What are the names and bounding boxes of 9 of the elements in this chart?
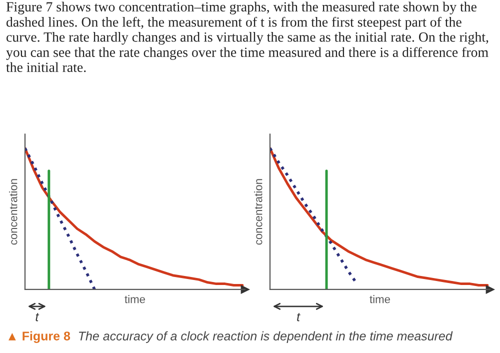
- x-axis-title: time: [370, 295, 390, 304]
- y-axis-title: concentration: [254, 179, 262, 245]
- caption: Figure 7 shows two concentration–time graphs, with the measured rate shown by the dashed lines. On the left, the measurement of t is from the first steepest part of the curve. The rate hardly changes and is virtually the same as the initial rate. On the right, you can see that the rate changes over the time measured and there is a difference from the initial rate.: [6, 2, 488, 72]
- x-axis-title: time: [124, 295, 145, 304]
- text: t: [36, 313, 40, 322]
- text: The accuracy of a clock reaction is dependent in the time measured: [79, 331, 453, 343]
- text: t: [297, 313, 300, 322]
- y-axis-title: concentration: [9, 179, 18, 245]
- text: ▲ Figure 8: [8, 331, 70, 343]
